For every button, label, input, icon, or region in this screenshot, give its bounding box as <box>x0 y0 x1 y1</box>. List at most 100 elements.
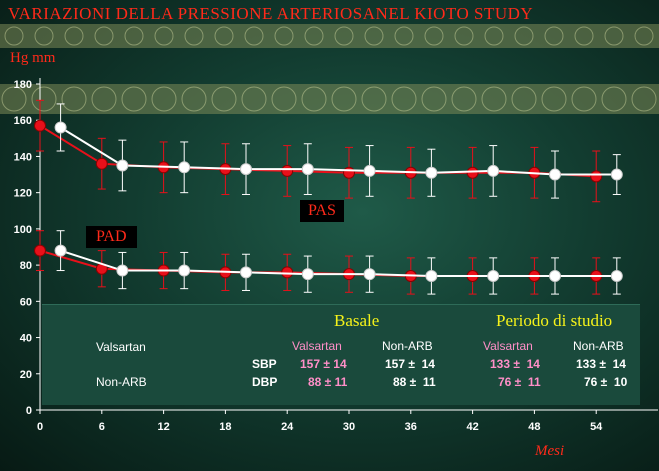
sbp-basale-valsartan: 157 ± 14 <box>300 357 347 371</box>
data-point-non-arb-pas <box>178 161 191 174</box>
data-point-valsartan-pas <box>95 157 108 170</box>
banner-logo-mark <box>34 26 54 46</box>
data-point-non-arb-pad <box>178 264 191 277</box>
banner-logo-mark <box>61 86 87 112</box>
data-point-non-arb-pas <box>301 163 314 176</box>
data-point-non-arb-pas <box>425 166 438 179</box>
y-tick-label: 40 <box>20 333 32 345</box>
banner-logo-mark <box>361 86 387 112</box>
y-tick-label: 180 <box>14 79 32 91</box>
y-unit-label: Hg mm <box>10 50 56 66</box>
banner-logo-mark <box>304 26 324 46</box>
x-unit-label: Mesi <box>535 443 565 459</box>
series-line-non-arb-pad <box>60 249 617 277</box>
y-tick-label: 120 <box>14 188 32 200</box>
banner-logo-mark <box>364 26 384 46</box>
row-label-sbp: SBP <box>252 357 277 371</box>
y-tick-label: 20 <box>20 369 32 381</box>
dbp-basale-valsartan: 88 ± 11 <box>308 375 348 389</box>
data-point-valsartan-pad <box>34 244 46 257</box>
x-tick-label: 54 <box>590 421 603 433</box>
data-point-valsartan-pas <box>34 119 46 132</box>
banner-logo-mark <box>451 86 477 112</box>
banner-logo-mark <box>31 86 57 112</box>
banner-logo-mark <box>64 26 84 46</box>
col-basale-valsartan: Valsartan <box>292 339 342 353</box>
data-point-non-arb-pas <box>549 168 561 181</box>
banner-logo-mark <box>574 26 594 46</box>
x-tick-label: 30 <box>343 421 355 433</box>
banner-logo-mark <box>241 86 267 112</box>
col-basale-non-arb: Non-ARB <box>382 339 433 353</box>
data-point-non-arb-pas <box>116 159 129 172</box>
pad-label: PAD <box>86 226 137 248</box>
x-tick-label: 0 <box>37 421 43 433</box>
legend-valsartan-label: Valsartan <box>96 340 146 354</box>
data-point-non-arb-pas <box>54 121 67 134</box>
data-point-non-arb-pad <box>116 264 129 277</box>
banner-logo-mark <box>631 86 657 112</box>
sbp-basale-non-arb: 157 ± 14 <box>385 357 435 371</box>
table-group-basale: Basale <box>334 311 380 330</box>
data-point-valsartan-pas <box>466 166 479 179</box>
dbp-periodo-valsartan: 76 ± 11 <box>498 375 541 389</box>
banner-logo-mark <box>94 26 114 46</box>
data-point-non-arb-pad <box>549 269 561 282</box>
pas-label: PAS <box>300 200 344 222</box>
banner-logo-mark <box>394 26 414 46</box>
col-periodo-valsartan: Valsartan <box>483 339 533 353</box>
banner-logo-mark <box>571 86 597 112</box>
banner-logo-mark <box>244 26 264 46</box>
banner-logo-mark <box>334 26 354 46</box>
row-label-dbp: DBP <box>252 375 278 389</box>
slide-title: VARIAZIONI DELLA PRESSIONE ARTERIOSANEL … <box>8 4 534 23</box>
x-tick-label: 18 <box>219 421 231 433</box>
data-point-non-arb-pad <box>240 266 252 279</box>
banner-logo-mark <box>91 86 117 112</box>
data-point-valsartan-pas <box>343 166 355 179</box>
sbp-periodo-valsartan: 133 ± 14 <box>490 357 540 371</box>
data-point-valsartan-pad <box>281 266 294 279</box>
banner-logo-mark <box>541 86 567 112</box>
y-tick-label: 100 <box>14 224 32 236</box>
x-tick-label: 12 <box>157 421 169 433</box>
banner-logo-mark <box>421 86 447 112</box>
data-point-non-arb-pad <box>301 268 314 281</box>
data-point-valsartan-pas <box>281 164 294 177</box>
y-tick-label: 140 <box>14 151 32 163</box>
banner-logo-mark <box>151 86 177 112</box>
data-point-non-arb-pad <box>487 269 500 282</box>
banner-logo-mark <box>154 26 174 46</box>
banner-logo-mark <box>484 26 504 46</box>
x-tick-label: 36 <box>405 421 417 433</box>
banner-logo-mark <box>391 86 417 112</box>
data-point-non-arb-pas <box>610 168 623 181</box>
x-tick-label: 24 <box>281 421 294 433</box>
x-tick-label: 48 <box>528 421 540 433</box>
banner-logo-mark <box>331 86 357 112</box>
x-tick-label: 6 <box>99 421 105 433</box>
banner-logo-mark <box>424 26 444 46</box>
data-point-non-arb-pad <box>425 269 438 282</box>
dbp-periodo-non-arb: 76 ± 10 <box>584 375 628 389</box>
banner-logo-mark <box>454 26 474 46</box>
y-tick-label: 160 <box>14 115 32 127</box>
y-tick-label: 80 <box>20 260 32 272</box>
banner-logo-mark <box>514 26 534 46</box>
banner-strip <box>0 24 659 48</box>
data-point-valsartan-pas <box>590 170 603 183</box>
col-periodo-non-arb: Non-ARB <box>573 339 624 353</box>
sbp-periodo-non-arb: 133 ± 14 <box>576 357 626 371</box>
series-line-non-arb-pas <box>60 126 617 176</box>
banner-logo-mark <box>121 86 147 112</box>
legend-non-arb-label: Non-ARB <box>96 375 147 389</box>
summary-table-panel <box>42 304 640 405</box>
x-tick-label: 42 <box>466 421 478 433</box>
data-point-non-arb-pas <box>487 164 500 177</box>
banner-logo-mark <box>274 26 294 46</box>
data-point-non-arb-pad <box>610 269 623 282</box>
banner-logo-mark <box>1 86 27 112</box>
banner-logo-mark <box>211 86 237 112</box>
